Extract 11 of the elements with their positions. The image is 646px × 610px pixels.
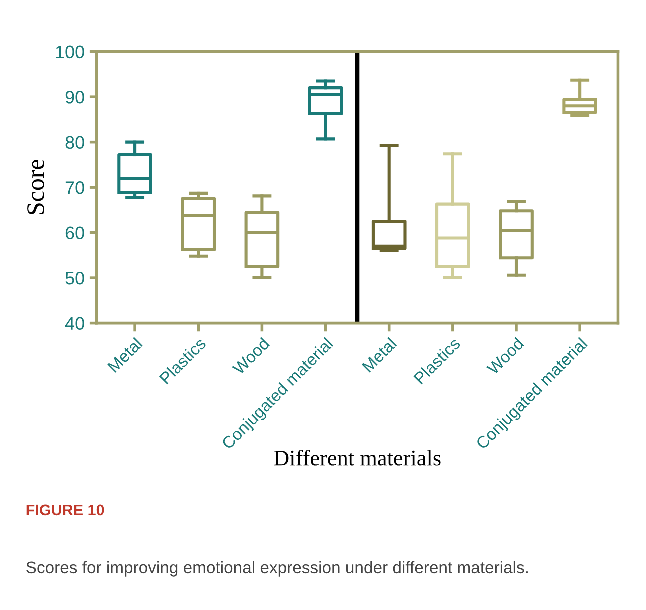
- y-tick-label: 100: [56, 46, 84, 59]
- y-tick-label: 60: [66, 226, 84, 240]
- text: FIGURE 10: [26, 504, 104, 516]
- y-axis-title: Score: [28, 160, 44, 214]
- text: Scores for improving emotional expression under different materials.: [26, 561, 528, 577]
- x-axis-title: Different materials: [274, 450, 441, 466]
- y-tick-label: 90: [66, 91, 84, 104]
- y-tick-label: 40: [65, 317, 84, 330]
- y-tick-label: 70: [66, 182, 84, 194]
- y-tick-label: 50: [66, 272, 84, 285]
- y-tick-label: 80: [66, 136, 84, 150]
